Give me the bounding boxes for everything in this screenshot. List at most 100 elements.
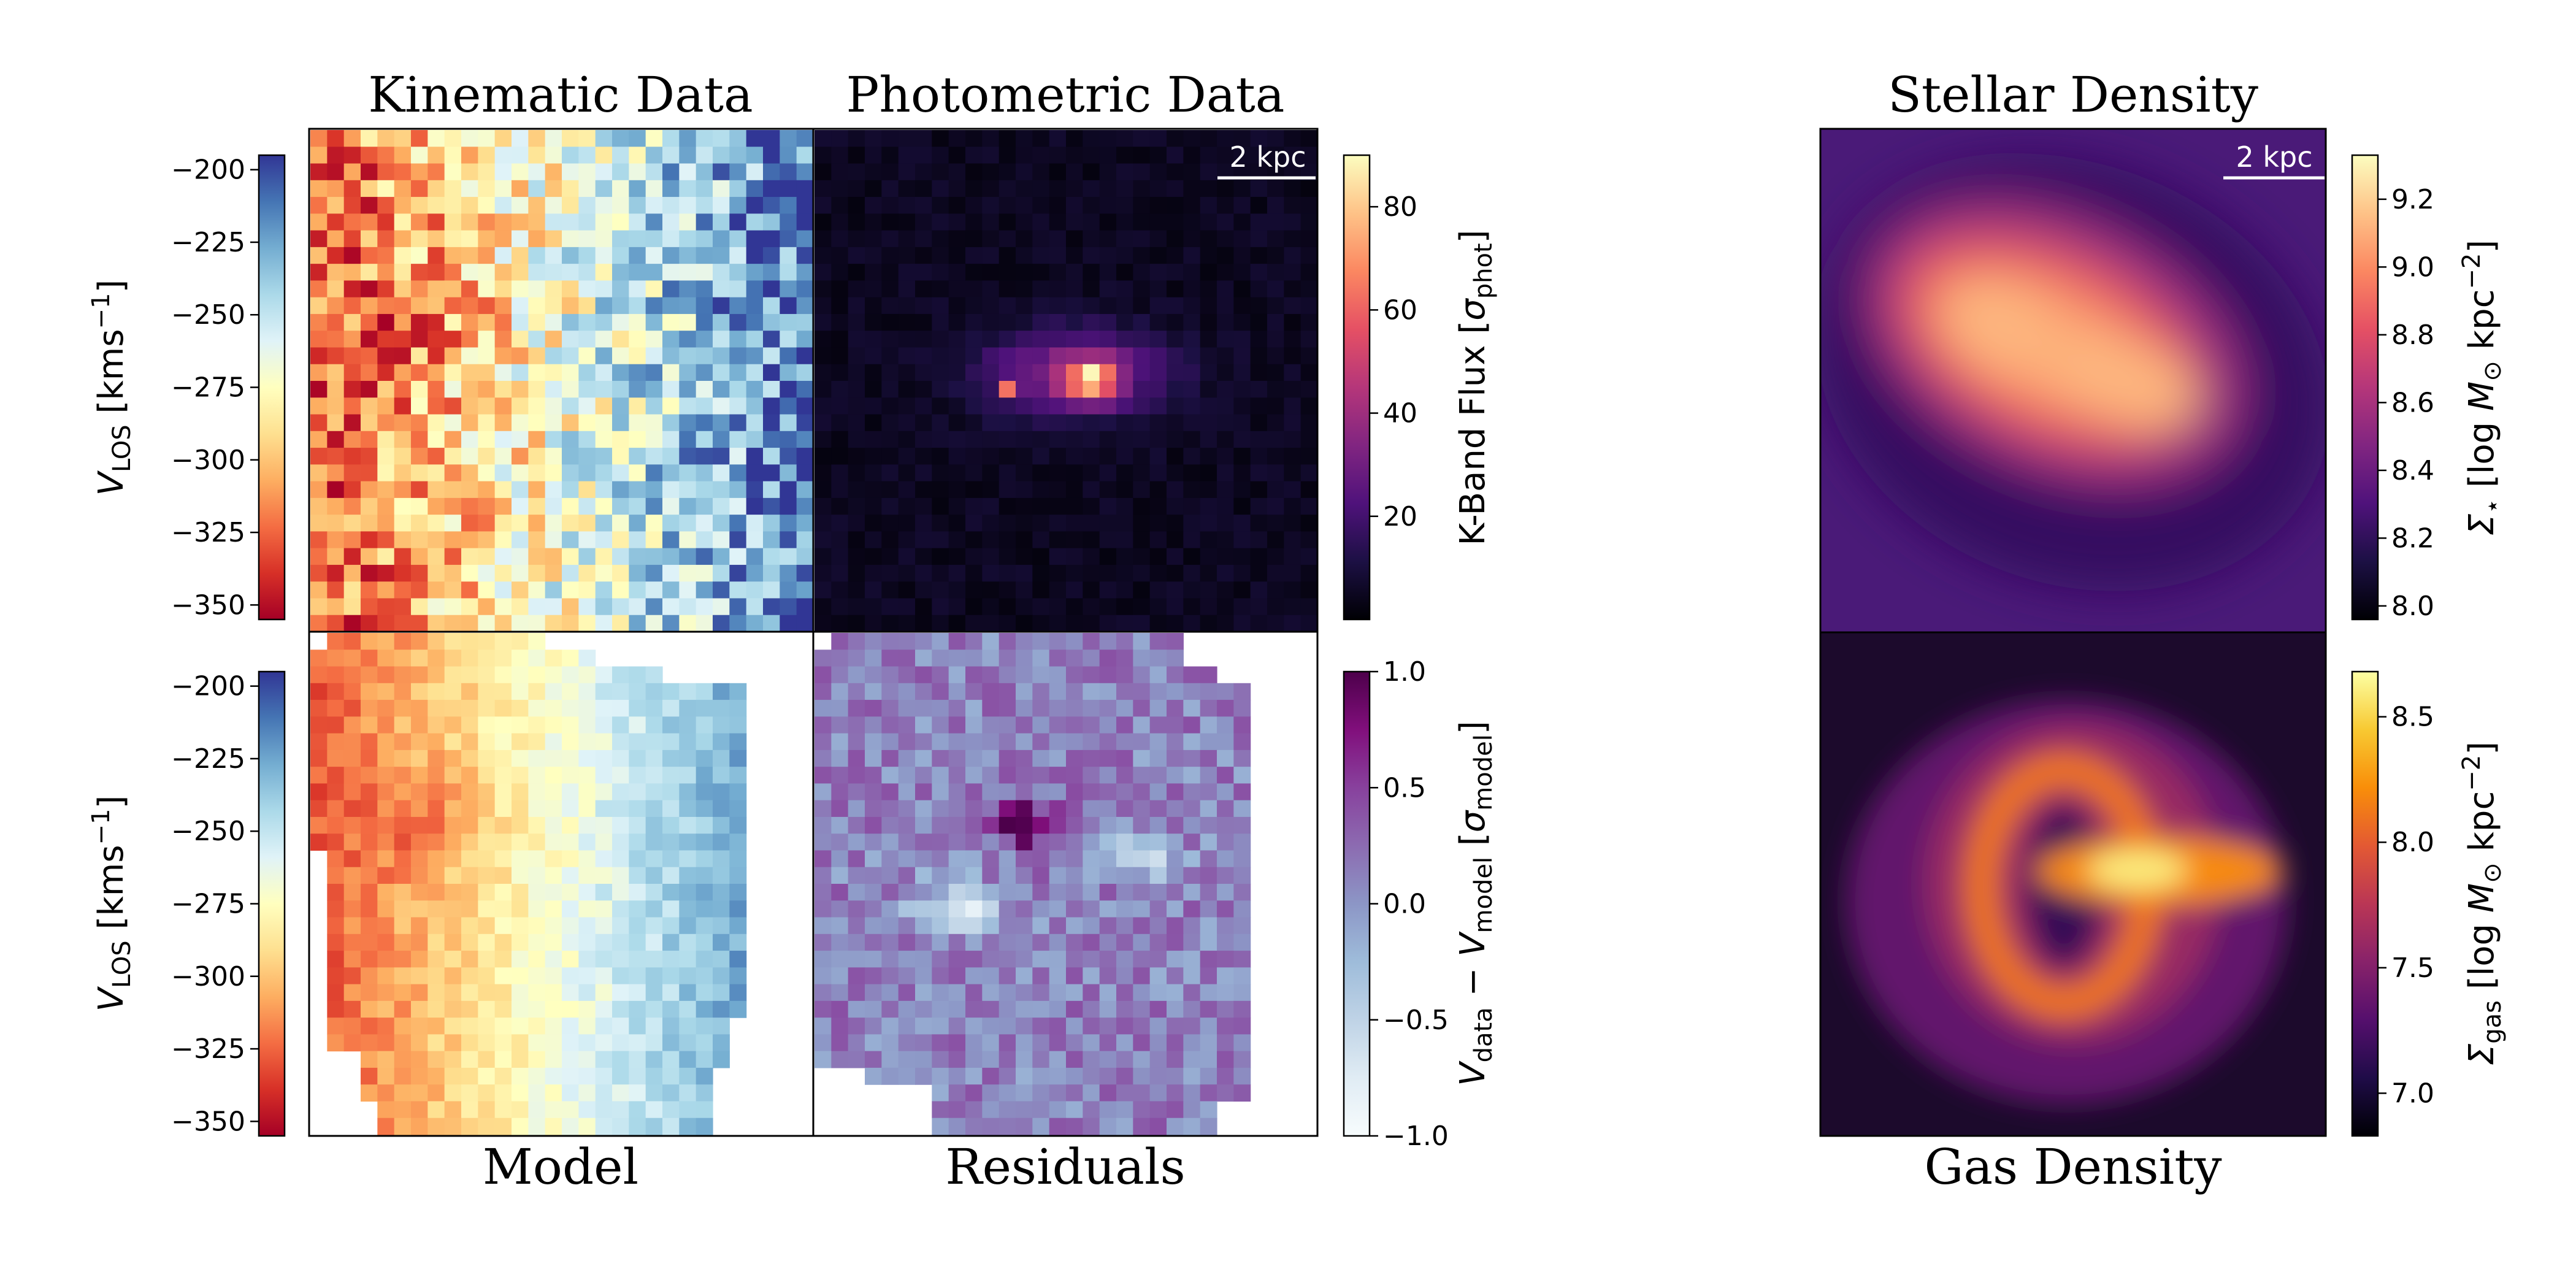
heatmap-cell — [662, 481, 680, 499]
heatmap-cell — [999, 650, 1016, 667]
heatmap-cell — [865, 700, 882, 717]
heatmap-cell — [1032, 749, 1050, 767]
heatmap-cell — [881, 951, 899, 968]
heatmap-cell — [461, 381, 478, 398]
heatmap-cell — [461, 1034, 478, 1052]
heatmap-cell — [713, 213, 730, 231]
heatmap-cell — [848, 481, 865, 499]
heatmap-cell — [411, 783, 428, 801]
heatmap-cell — [696, 1067, 713, 1085]
heatmap-cell — [865, 163, 882, 181]
heatmap-cell — [679, 683, 697, 700]
heatmap-cell — [1167, 1101, 1184, 1119]
heatmap-cell — [562, 733, 579, 751]
heatmap-cell — [461, 834, 478, 851]
heatmap-cell — [815, 397, 832, 415]
heatmap-cell — [932, 381, 949, 398]
heatmap-cell — [377, 783, 395, 801]
heatmap-cell — [1083, 581, 1100, 599]
heatmap-cell — [679, 397, 697, 415]
heatmap-cell — [595, 397, 613, 415]
heatmap-cell — [327, 147, 345, 164]
heatmap-cell — [578, 130, 596, 147]
heatmap-cell — [444, 884, 462, 901]
heatmap-cell — [662, 197, 680, 214]
heatmap-cell — [478, 733, 496, 751]
heatmap-cell — [1300, 531, 1318, 549]
heatmap-cell — [461, 280, 478, 298]
heatmap-cell — [679, 800, 697, 818]
heatmap-cell — [763, 230, 780, 248]
heatmap-cell — [595, 431, 613, 448]
heatmap-cell — [427, 297, 445, 315]
heatmap-cell — [696, 531, 713, 549]
heatmap-cell — [1167, 633, 1184, 650]
heatmap-cell — [545, 917, 562, 935]
heatmap-cell — [612, 515, 629, 532]
heatmap-cell — [1133, 834, 1151, 851]
heatmap-cell — [629, 666, 646, 684]
heatmap-cell — [713, 331, 730, 348]
heatmap-cell — [444, 531, 462, 549]
heatmap-cell — [394, 230, 412, 248]
heatmap-cell — [796, 448, 814, 465]
heatmap-cell — [932, 180, 949, 197]
heatmap-cell — [595, 917, 613, 935]
heatmap-cell — [562, 280, 579, 298]
heatmap-cell — [713, 431, 730, 448]
heatmap-cell — [343, 666, 361, 684]
heatmap-cell — [1250, 615, 1268, 632]
heatmap-cell — [310, 163, 328, 181]
heatmap-cell — [612, 213, 629, 231]
heatmap-cell — [377, 347, 395, 365]
heatmap-cell — [1149, 264, 1167, 281]
heatmap-cell — [696, 548, 713, 565]
heatmap-cell — [965, 1101, 983, 1119]
heatmap-cell — [713, 280, 730, 298]
heatmap-cell — [1233, 130, 1251, 147]
heatmap-cell — [528, 180, 546, 197]
heatmap-cell — [1083, 749, 1100, 767]
heatmap-cell — [595, 213, 613, 231]
heatmap-cell — [512, 884, 529, 901]
heatmap-cell — [915, 633, 932, 650]
heatmap-cell — [713, 163, 730, 181]
heatmap-cell — [999, 1101, 1016, 1119]
heatmap-cell — [578, 381, 596, 398]
heatmap-cell — [1267, 564, 1284, 582]
heatmap-cell — [411, 884, 428, 901]
heatmap-cell — [361, 816, 378, 834]
heatmap-cell — [545, 347, 562, 365]
heatmap-cell — [1167, 783, 1184, 801]
heatmap-cell — [865, 364, 882, 381]
heatmap-cell — [982, 1084, 1000, 1102]
heatmap-cell — [361, 733, 378, 751]
heatmap-cell — [629, 564, 646, 582]
heatmap-cell — [881, 180, 899, 197]
heatmap-cell — [679, 1000, 697, 1018]
heatmap-cell — [1099, 247, 1117, 264]
heatmap-cell — [629, 1000, 646, 1018]
heatmap-cell — [999, 984, 1016, 1002]
heatmap-cell — [444, 1018, 462, 1035]
heatmap-cell — [662, 683, 680, 700]
heatmap-cell — [982, 180, 1000, 197]
heatmap-cell — [713, 364, 730, 381]
heatmap-cell — [662, 1101, 680, 1119]
heatmap-cell — [796, 481, 814, 499]
heatmap-cell — [1066, 515, 1083, 532]
heatmap-cell — [394, 397, 412, 415]
heatmap-cell — [948, 497, 966, 515]
heatmap-cell — [1049, 397, 1067, 415]
heatmap-cell — [679, 716, 697, 734]
heatmap-cell — [815, 683, 832, 700]
heatmap-cell — [1099, 381, 1117, 398]
heatmap-cell — [965, 767, 983, 784]
heatmap-cell — [343, 448, 361, 465]
heatmap-cell — [494, 197, 512, 214]
heatmap-cell — [848, 1034, 865, 1052]
heatmap-cell — [662, 448, 680, 465]
heatmap-cell — [1200, 967, 1217, 985]
heatmap-cell — [377, 1051, 395, 1068]
heatmap-cell — [1116, 1117, 1133, 1135]
